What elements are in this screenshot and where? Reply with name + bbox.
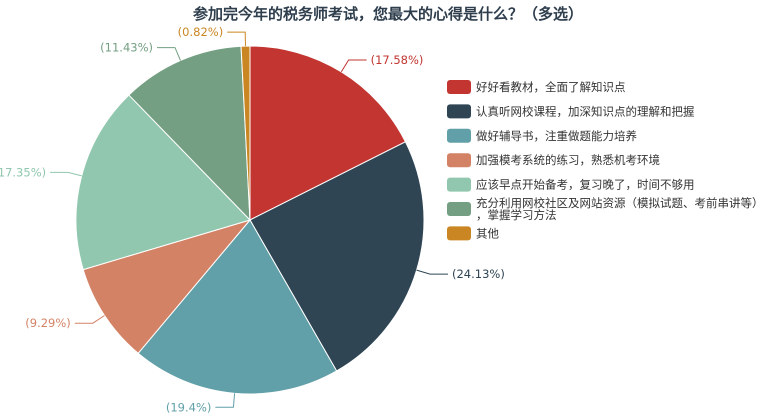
label-leader-line [215,393,236,408]
slice-percent-label: (17.58%) [371,53,424,67]
slice-percent-label: (19.4%) [166,400,212,414]
legend-label: 好好看教材，全面了解知识点 [476,80,626,94]
legend-label: 充分利用网校社区及网站资源（模拟试题、考前串讲等） [476,196,764,210]
label-leader-line [74,315,105,324]
pie-slice[interactable] [82,219,252,355]
legend-swatch [447,128,471,143]
legend-swatch [447,202,471,216]
slice-labels: (17.58%) (24.13%) (19.4%) (9.29%) (17.35%) (1… [0,25,505,414]
legend-item[interactable]: 做好辅导书，注重做题能力培养 [447,128,637,143]
legend-swatch [447,153,471,168]
legend-label: 加强模考系统的练习，熟悉机考环境 [476,153,660,167]
legend-item[interactable]: 应该早点开始备考，复习晚了，时间不够用 [447,177,695,192]
legend-item[interactable]: 其他 [447,226,499,241]
legend-item[interactable]: 加强模考系统的练习，熟悉机考环境 [447,153,660,168]
label-leader-line [227,31,246,47]
legend: 好好看教材，全面了解知识点认真听网校课程，加深知识点的理解和把握做好辅导书，注重… [447,80,764,241]
legend-swatch [447,226,471,241]
label-leader-line [50,171,82,177]
label-leader-line [416,269,448,275]
legend-label: 应该早点开始备考，复习晚了，时间不够用 [476,178,695,192]
legend-item[interactable]: 充分利用网校社区及网站资源（模拟试题、考前串讲等），掌握学习方法 [447,196,764,222]
slice-percent-label: (11.43%) [100,41,153,55]
legend-label: 做好辅导书，注重做题能力培养 [476,129,637,143]
legend-swatch [447,177,471,192]
legend-item[interactable]: 好好看教材，全面了解知识点 [447,80,626,94]
legend-item[interactable]: 认真听网校课程，加深知识点的理解和把握 [447,104,695,119]
chart-title: 参加完今年的税务师考试，您最大的心得是什么？（多选） [193,5,583,23]
legend-label: 认真听网校课程，加深知识点的理解和把握 [476,104,695,118]
label-leader-line [157,47,181,61]
legend-label: ，掌握学习方法 [476,208,557,222]
legend-swatch [447,80,471,94]
label-leader-line [340,59,367,73]
legend-swatch [447,104,471,119]
slice-percent-label: (0.82%) [178,25,224,39]
slice-percent-label: (24.13%) [452,267,505,281]
pie-slices [75,45,425,395]
legend-label: 其他 [476,226,499,240]
slice-percent-label: (17.35%) [0,165,46,179]
slice-percent-label: (9.29%) [25,316,71,330]
